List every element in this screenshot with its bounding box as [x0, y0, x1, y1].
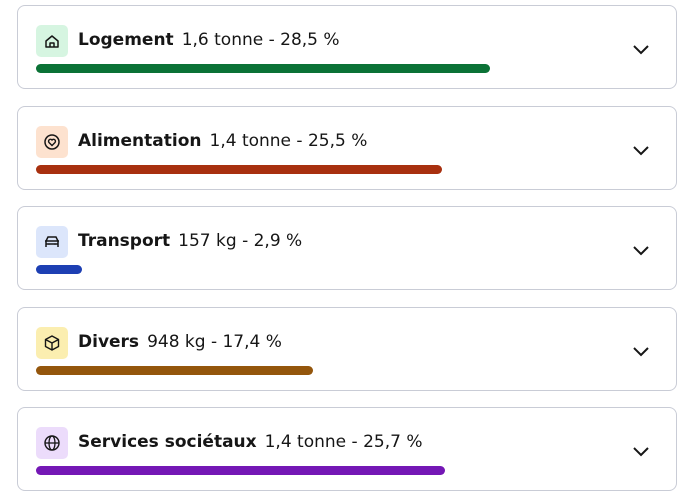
category-title: Transport 157 kg - 2,9 % [78, 231, 302, 251]
expand-chevron[interactable] [632, 141, 650, 160]
bar [36, 265, 83, 274]
category-icon [36, 326, 68, 359]
bar [36, 64, 490, 73]
icon-glyph [44, 334, 60, 351]
category-icon [36, 427, 68, 459]
category-name: Logement [78, 30, 174, 50]
category-icon [36, 226, 68, 258]
category-name: Services sociétaux [78, 432, 257, 452]
chevron-icon [633, 346, 649, 356]
expand-chevron[interactable] [632, 241, 650, 260]
category-icon [36, 25, 68, 57]
expand-chevron[interactable] [632, 40, 650, 59]
category-title: Alimentation 1,4 tonne - 25,5 % [78, 131, 367, 151]
bar [36, 466, 446, 475]
category-detail: 1,4 tonne - 25,5 % [209, 130, 368, 151]
icon-glyph [44, 133, 60, 150]
icon-glyph [44, 435, 60, 451]
expand-chevron[interactable] [632, 442, 650, 461]
category-icon [36, 125, 68, 158]
chevron-icon [633, 246, 649, 256]
chevron-icon [633, 45, 649, 55]
category-card[interactable]: Logement 1,6 tonne - 28,5 % [17, 5, 677, 89]
category-detail: 1,4 tonne - 25,7 % [264, 432, 423, 452]
chevron-icon [633, 145, 649, 155]
category-card[interactable]: Alimentation 1,4 tonne - 25,5 % [17, 105, 677, 190]
category-card[interactable]: Divers 948 kg - 17,4 % [17, 306, 677, 391]
category-card[interactable]: Transport 157 kg - 2,9 % [17, 206, 677, 290]
category-name: Divers [78, 331, 140, 352]
category-title: Divers 948 kg - 17,4 % [78, 332, 282, 352]
bar [36, 164, 443, 174]
icon-glyph [45, 236, 59, 247]
category-card[interactable]: Services sociétaux 1,4 tonne - 25,7 % [17, 407, 677, 491]
category-detail: 1,6 tonne - 28,5 % [181, 30, 340, 50]
chevron-icon [633, 447, 649, 457]
icon-glyph [45, 35, 59, 48]
category-name: Alimentation [78, 130, 202, 151]
expand-chevron[interactable] [632, 342, 650, 361]
category-name: Transport [78, 231, 171, 251]
category-title: Logement 1,6 tonne - 28,5 % [78, 30, 340, 50]
category-detail: 157 kg - 2,9 % [178, 231, 303, 251]
category-title: Services sociétaux 1,4 tonne - 25,7 % [78, 432, 422, 452]
bar [36, 365, 314, 375]
category-detail: 948 kg - 17,4 % [147, 331, 282, 352]
